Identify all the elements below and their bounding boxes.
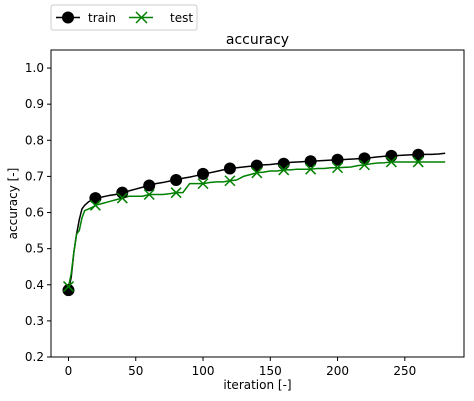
test-data-point [224,175,236,187]
y-tick-label: 0.3 [25,314,44,328]
y-tick-label: 0.8 [25,133,44,147]
x-tick-label: 150 [259,364,282,378]
test-data-point [116,192,128,204]
plot-area [50,49,465,358]
test-data-point [278,164,290,176]
test-data-point [305,163,317,175]
train-data-point [331,153,344,166]
legend-train-marker [62,11,74,24]
x-tick-label: 50 [128,364,143,378]
train-data-point [89,192,102,205]
train-data-point [358,152,371,165]
train-data-point [143,179,156,192]
test-data-point [143,188,155,201]
y-tick-label: 0.5 [25,242,44,256]
x-axis-ticks: 0 50 100 150 200 250 [65,357,416,378]
x-tick-label: 0 [65,364,73,378]
test-data-point [197,178,209,190]
test-data-point [89,199,101,211]
test-series-line [67,161,446,287]
y-tick-label: 0.7 [25,169,44,183]
test-data-point [332,162,344,174]
y-tick-label: 0.9 [25,97,44,111]
train-data-point [116,186,129,199]
y-tick-label: 0.6 [25,206,44,220]
test-data-point [358,159,370,171]
legend-test-marker [135,11,148,24]
train-data-point [250,159,263,172]
test-data-point [385,156,397,168]
train-data-point [170,174,183,187]
test-data-point [62,281,75,293]
y-tick-label: 0.4 [25,278,44,292]
train-data-point [197,167,210,180]
train-data-point [62,284,75,297]
legend-train-label: train [88,11,116,25]
chart-title: accuracy [226,32,289,48]
test-data-point [170,187,182,199]
train-series-line [67,152,446,291]
y-axis-ticks: 0.2 0.3 0.4 0.5 0.6 0.7 0.8 0.9 1.0 [25,61,51,364]
legend-box [50,4,198,31]
legend: train test [50,4,198,31]
x-axis-label: iteration [-] [223,378,291,392]
y-axis-label: accuracy [-] [6,168,20,240]
test-data-point [251,167,263,179]
x-tick-label: 200 [326,364,349,378]
train-data-point [277,157,290,170]
y-tick-label: 1.0 [25,61,44,75]
train-data-point [385,149,398,162]
train-data-point [223,162,236,175]
x-tick-label: 250 [393,364,416,378]
test-data-point [412,156,424,168]
series-group [62,148,446,297]
train-data-point [304,155,317,168]
legend-test-label: test [170,11,193,25]
x-tick-label: 100 [192,364,215,378]
train-data-point [412,148,425,161]
y-tick-label: 0.2 [25,350,44,364]
